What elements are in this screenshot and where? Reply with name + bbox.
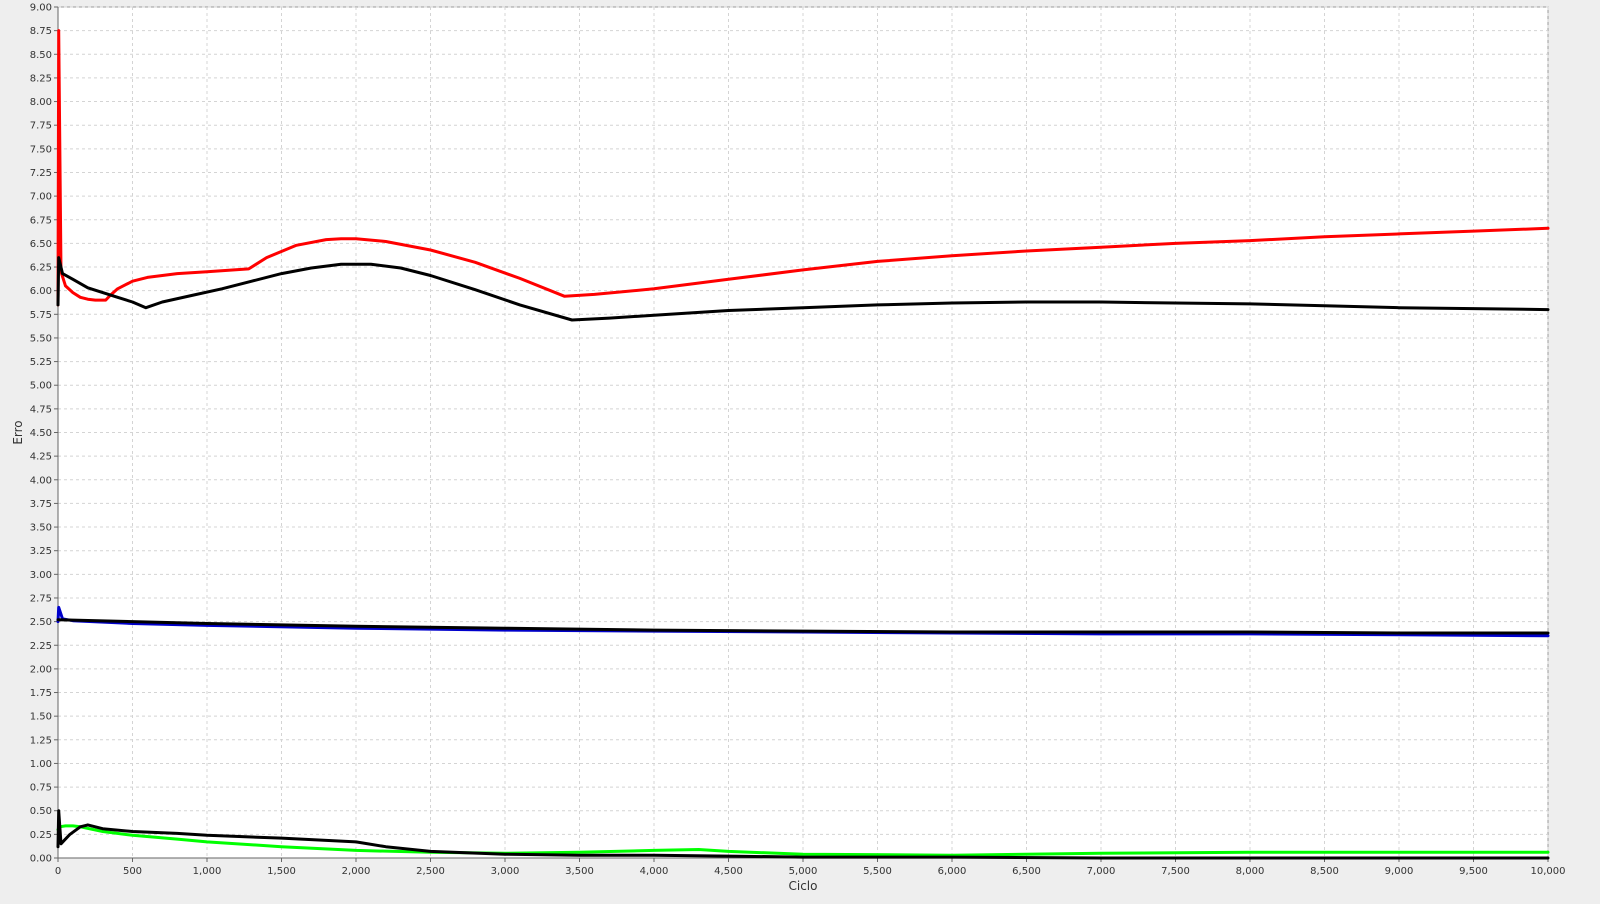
y-tick-label: 4.50: [30, 428, 52, 439]
y-tick-label: 1.25: [30, 735, 52, 746]
x-tick-label: 9,500: [1459, 866, 1488, 877]
y-tick-label: 0.25: [30, 830, 52, 841]
y-tick-label: 1.50: [30, 712, 52, 723]
x-tick-label: 9,000: [1385, 866, 1414, 877]
y-axis-label: Erro: [11, 420, 25, 444]
x-tick-label: 4,500: [714, 866, 743, 877]
grid: [58, 6, 1549, 858]
y-tick-label: 7.75: [30, 121, 52, 132]
y-tick-label: 2.25: [30, 641, 52, 652]
y-tick-label: 9.00: [30, 3, 52, 14]
series-line-4: [56, 618, 1550, 635]
series-line-1: [56, 29, 1550, 307]
x-tick-label: 1,000: [193, 866, 222, 877]
x-tick-label: 4,000: [640, 866, 669, 877]
y-tick-label: 8.25: [30, 73, 52, 84]
y-tick-label: 7.50: [30, 144, 52, 155]
y-tick-label: 5.25: [30, 357, 52, 368]
y-tick-label: 7.00: [30, 192, 52, 203]
y-tick-label: 8.50: [30, 50, 52, 61]
y-tick-label: 4.00: [30, 475, 52, 486]
series-group: [56, 29, 1550, 860]
y-tick-label: 1.75: [30, 688, 52, 699]
x-tick-label: 3,500: [565, 866, 594, 877]
y-tick-label: 6.75: [30, 215, 52, 226]
x-tick-label: 8,000: [1236, 866, 1265, 877]
y-tick-label: 1.00: [30, 759, 52, 770]
x-tick-label: 500: [123, 866, 142, 877]
y-tick-label: 3.25: [30, 546, 52, 557]
x-tick-label: 6,000: [938, 866, 967, 877]
y-tick-label: 3.00: [30, 570, 52, 581]
x-tick-label: 8,500: [1310, 866, 1339, 877]
y-tick-label: 5.00: [30, 381, 52, 392]
y-tick-label: 0.00: [30, 854, 52, 865]
y-tick-label: 8.00: [30, 97, 52, 108]
y-tick-label: 3.50: [30, 523, 52, 534]
x-tick-label: 1,500: [267, 866, 296, 877]
y-tick-label: 4.25: [30, 452, 52, 463]
x-tick-label: 7,500: [1161, 866, 1190, 877]
y-tick-label: 8.75: [30, 26, 52, 37]
x-tick-label: 5,500: [863, 866, 892, 877]
x-tick-label: 6,500: [1012, 866, 1041, 877]
y-tick-label: 3.75: [30, 499, 52, 510]
x-tick-label: 3,000: [491, 866, 520, 877]
x-tick-label: 5,000: [789, 866, 818, 877]
y-tick-label: 6.25: [30, 263, 52, 274]
y-tick-label: 5.50: [30, 333, 52, 344]
y-tick-label: 7.25: [30, 168, 52, 179]
x-tick-label: 2,000: [342, 866, 371, 877]
x-tick-label: 7,000: [1087, 866, 1116, 877]
series-line-2: [56, 256, 1550, 322]
y-tick-label: 5.75: [30, 310, 52, 321]
y-tick-label: 6.50: [30, 239, 52, 250]
y-tick-label: 0.50: [30, 806, 52, 817]
y-tick-label: 2.50: [30, 617, 52, 628]
y-tick-label: 2.75: [30, 593, 52, 604]
y-tick-label: 0.75: [30, 783, 52, 794]
y-tick-label: 4.75: [30, 404, 52, 415]
x-tick-label: 10,000: [1531, 866, 1566, 877]
y-tick-label: 2.00: [30, 664, 52, 675]
y-tick-label: 6.00: [30, 286, 52, 297]
x-tick-label: 2,500: [416, 866, 445, 877]
series-line-6: [56, 809, 1550, 860]
x-axis-label: Ciclo: [789, 879, 818, 893]
x-tick-label: 0: [55, 866, 61, 877]
